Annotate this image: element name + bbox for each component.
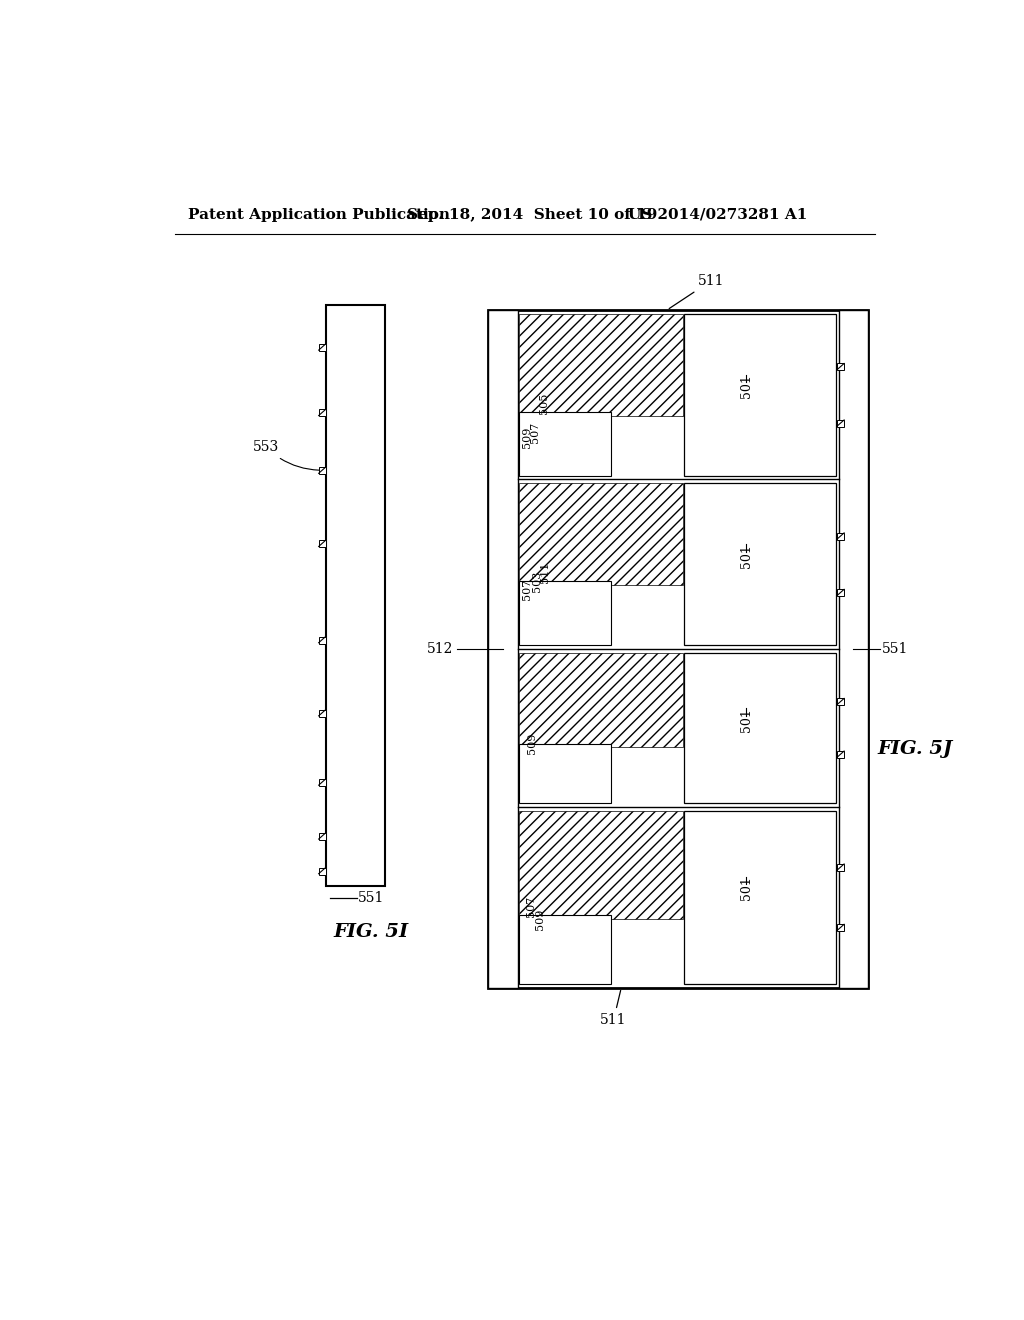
Bar (519, 581, 611, 645)
Text: 507: 507 (521, 579, 531, 601)
Text: 511: 511 (600, 990, 627, 1027)
Bar (838, 865, 844, 871)
Text: FIG. 5I: FIG. 5I (333, 923, 409, 941)
Bar (318, 345, 326, 351)
Text: US 2014/0273281 A1: US 2014/0273281 A1 (628, 207, 807, 222)
Text: 503: 503 (531, 570, 542, 591)
Text: 511: 511 (669, 273, 724, 309)
Bar (488, 310, 868, 987)
Text: FIG. 5J: FIG. 5J (877, 741, 952, 758)
Bar (838, 533, 844, 540)
Text: 507: 507 (530, 421, 541, 442)
Text: Patent Application Publication: Patent Application Publication (188, 207, 451, 222)
Text: 553: 553 (253, 440, 318, 470)
Bar (684, 653, 837, 803)
Bar (838, 751, 844, 758)
Bar (838, 363, 844, 371)
Text: 505: 505 (539, 392, 549, 414)
Bar (684, 314, 837, 475)
Text: 551: 551 (358, 891, 385, 904)
Bar (318, 867, 326, 875)
Text: 509: 509 (527, 733, 538, 754)
Text: 507: 507 (525, 896, 536, 917)
Bar (488, 310, 518, 987)
Bar (519, 743, 611, 803)
Bar (838, 924, 844, 931)
Text: 501: 501 (739, 708, 753, 731)
Bar (326, 305, 385, 886)
Bar (838, 589, 844, 597)
Bar (318, 779, 326, 785)
Text: 509: 509 (535, 908, 545, 929)
Bar (519, 483, 683, 585)
Bar (839, 310, 868, 987)
Text: 501: 501 (739, 876, 753, 900)
Text: 512: 512 (427, 642, 454, 656)
Bar (684, 483, 837, 645)
Text: 501: 501 (739, 375, 753, 399)
Text: 509: 509 (521, 426, 531, 447)
Bar (318, 540, 326, 548)
Bar (318, 409, 326, 416)
Bar (519, 810, 683, 919)
Bar (838, 698, 844, 705)
Bar (318, 467, 326, 474)
Bar (318, 833, 326, 840)
Bar (519, 915, 611, 983)
Bar (318, 636, 326, 644)
Text: Sep. 18, 2014  Sheet 10 of 19: Sep. 18, 2014 Sheet 10 of 19 (407, 207, 657, 222)
Text: 511: 511 (540, 562, 550, 583)
Bar (318, 710, 326, 717)
Text: 501: 501 (739, 544, 753, 568)
Bar (519, 314, 683, 416)
Bar (838, 420, 844, 426)
Bar (519, 653, 683, 747)
Text: 551: 551 (882, 642, 908, 656)
Bar (519, 412, 611, 475)
Bar (684, 810, 837, 983)
